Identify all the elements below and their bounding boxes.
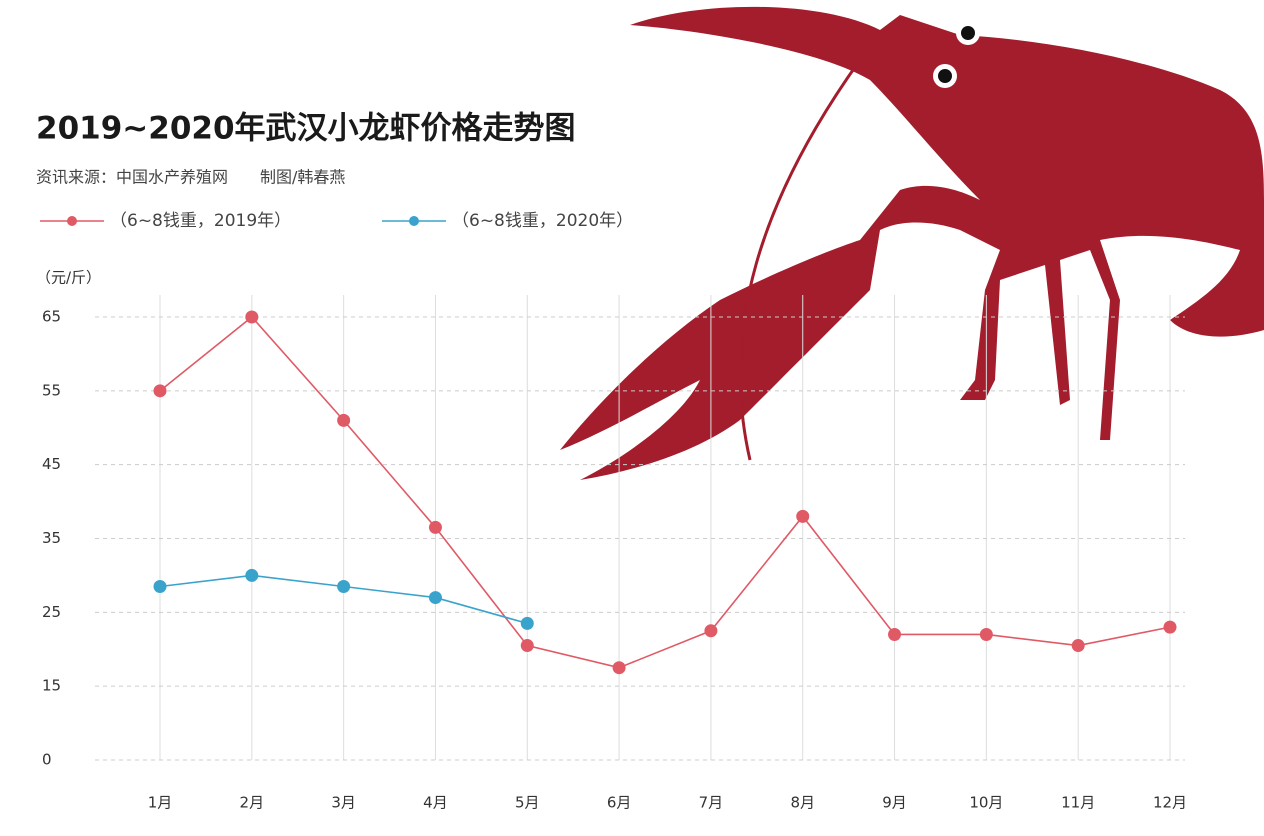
x-tick-label: 12月 <box>1153 794 1187 812</box>
x-tick-label: 11月 <box>1061 794 1095 812</box>
x-tick-label: 2月 <box>240 794 265 812</box>
data-point <box>245 568 259 582</box>
legend-label: （6~8钱重，2020年） <box>452 211 633 231</box>
y-tick-label: 35 <box>42 529 61 547</box>
y-tick-label: 25 <box>42 603 61 621</box>
legend-dot <box>409 216 419 226</box>
data-point <box>704 624 718 638</box>
y-tick-label: 55 <box>42 381 61 399</box>
legend-label: （6~8钱重，2019年） <box>110 211 291 231</box>
y-tick-label: 15 <box>42 677 61 695</box>
data-point <box>520 616 534 630</box>
y-axis-label: （元/斤） <box>36 269 101 287</box>
x-tick-label: 3月 <box>331 794 356 812</box>
x-tick-label: 10月 <box>969 794 1003 812</box>
x-tick-label: 7月 <box>699 794 724 812</box>
data-point <box>153 579 167 593</box>
data-point <box>1163 620 1177 634</box>
x-tick-label: 1月 <box>148 794 173 812</box>
y-tick-label: 0 <box>42 751 52 769</box>
data-point <box>888 627 902 641</box>
x-tick-label: 4月 <box>423 794 448 812</box>
crayfish-illustration <box>560 6 1264 480</box>
data-point <box>612 661 626 675</box>
chart-subtitle: 资讯来源：中国水产养殖网 制图/韩春燕 <box>36 168 345 187</box>
y-tick-label: 45 <box>42 455 61 473</box>
series-line <box>159 315 1171 669</box>
x-tick-label: 8月 <box>790 794 815 812</box>
data-point <box>428 591 442 605</box>
y-tick-label: 65 <box>42 308 61 326</box>
data-point <box>337 413 351 427</box>
x-tick-label: 9月 <box>882 794 907 812</box>
x-tick-label: 6月 <box>607 794 632 812</box>
data-point <box>796 509 810 523</box>
data-point <box>245 310 259 324</box>
x-tick-label: 5月 <box>515 794 540 812</box>
legend-dot <box>67 216 77 226</box>
data-point <box>337 579 351 593</box>
data-point <box>520 639 534 653</box>
data-point <box>428 520 442 534</box>
chart-title: 2019~2020年武汉小龙虾价格走势图 <box>36 111 576 147</box>
data-point <box>979 627 993 641</box>
data-point <box>1071 639 1085 653</box>
data-point <box>153 384 167 398</box>
